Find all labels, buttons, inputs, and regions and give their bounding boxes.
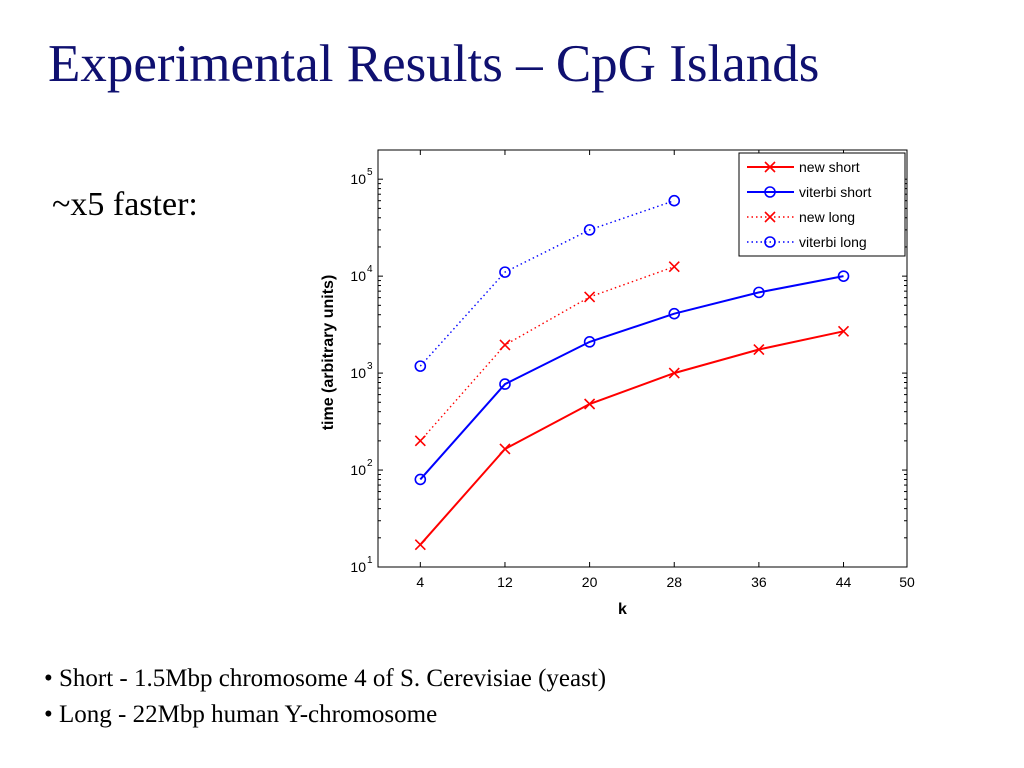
data-point-3 xyxy=(414,360,427,372)
data-point-2 xyxy=(584,291,596,303)
y-tick-label: 10 xyxy=(350,268,366,284)
legend-label-2: new long xyxy=(799,209,855,225)
data-point-0 xyxy=(668,367,680,379)
plot-frame xyxy=(377,149,908,568)
data-point-1 xyxy=(414,473,427,486)
x-tick-label: 4 xyxy=(416,574,424,590)
data-point-0 xyxy=(584,398,596,410)
slide-title: Experimental Results – CpG Islands xyxy=(48,35,820,93)
legend-marker-2 xyxy=(764,211,776,223)
data-point-2 xyxy=(414,435,426,447)
y-tick-exponent: 3 xyxy=(367,361,373,372)
bullet-item-long: • Long - 22Mbp human Y-chromosome xyxy=(44,701,438,728)
x-tick-label: 44 xyxy=(836,574,852,590)
series-line-2 xyxy=(419,266,675,442)
data-point-1 xyxy=(499,378,511,390)
series-line-1 xyxy=(419,275,844,481)
data-point-2 xyxy=(668,261,680,273)
x-tick-label: 36 xyxy=(751,574,767,590)
legend-label-3: viterbi long xyxy=(799,234,867,250)
x-tick-label: 20 xyxy=(582,574,598,590)
x-tick-label: 28 xyxy=(666,574,682,590)
series-line-0 xyxy=(419,330,844,546)
x-axis-label: k xyxy=(618,601,627,618)
y-tick-label: 10 xyxy=(350,171,366,187)
data-point-2 xyxy=(499,339,511,351)
series-line-3 xyxy=(419,200,675,367)
y-tick-label: 10 xyxy=(350,559,366,575)
data-point-1 xyxy=(668,307,681,320)
data-point-3 xyxy=(583,224,596,236)
y-tick-exponent: 1 xyxy=(367,555,373,566)
x-tick-label: 12 xyxy=(497,574,513,590)
data-point-0 xyxy=(753,343,765,356)
data-point-1 xyxy=(753,286,765,299)
data-point-3 xyxy=(499,266,511,278)
y-tick-label: 10 xyxy=(350,365,366,381)
data-point-1 xyxy=(837,270,850,282)
bullet-item-short: • Short - 1.5Mbp chromosome 4 of S. Cere… xyxy=(44,665,607,692)
data-point-0 xyxy=(499,443,511,455)
data-point-0 xyxy=(414,539,426,551)
x-tick-label: 50 xyxy=(899,574,915,590)
y-tick-exponent: 4 xyxy=(367,264,373,275)
y-axis-label: time (arbitrary units) xyxy=(320,275,337,431)
data-point-3 xyxy=(668,194,681,207)
legend-label-1: viterbi short xyxy=(799,184,871,200)
legend-label-0: new short xyxy=(799,159,860,175)
data-point-1 xyxy=(583,336,596,348)
y-tick-exponent: 2 xyxy=(367,458,373,469)
y-tick-exponent: 5 xyxy=(367,167,373,178)
legend-marker-0 xyxy=(764,161,776,173)
y-tick-label: 10 xyxy=(350,462,366,478)
legend-marker-3 xyxy=(764,236,776,248)
data-point-0 xyxy=(837,325,850,337)
legend-marker-1 xyxy=(764,186,776,198)
slide-subtitle: ~x5 faster: xyxy=(52,186,198,223)
bullet-list: • Short - 1.5Mbp chromosome 4 of S. Cere… xyxy=(44,661,606,733)
